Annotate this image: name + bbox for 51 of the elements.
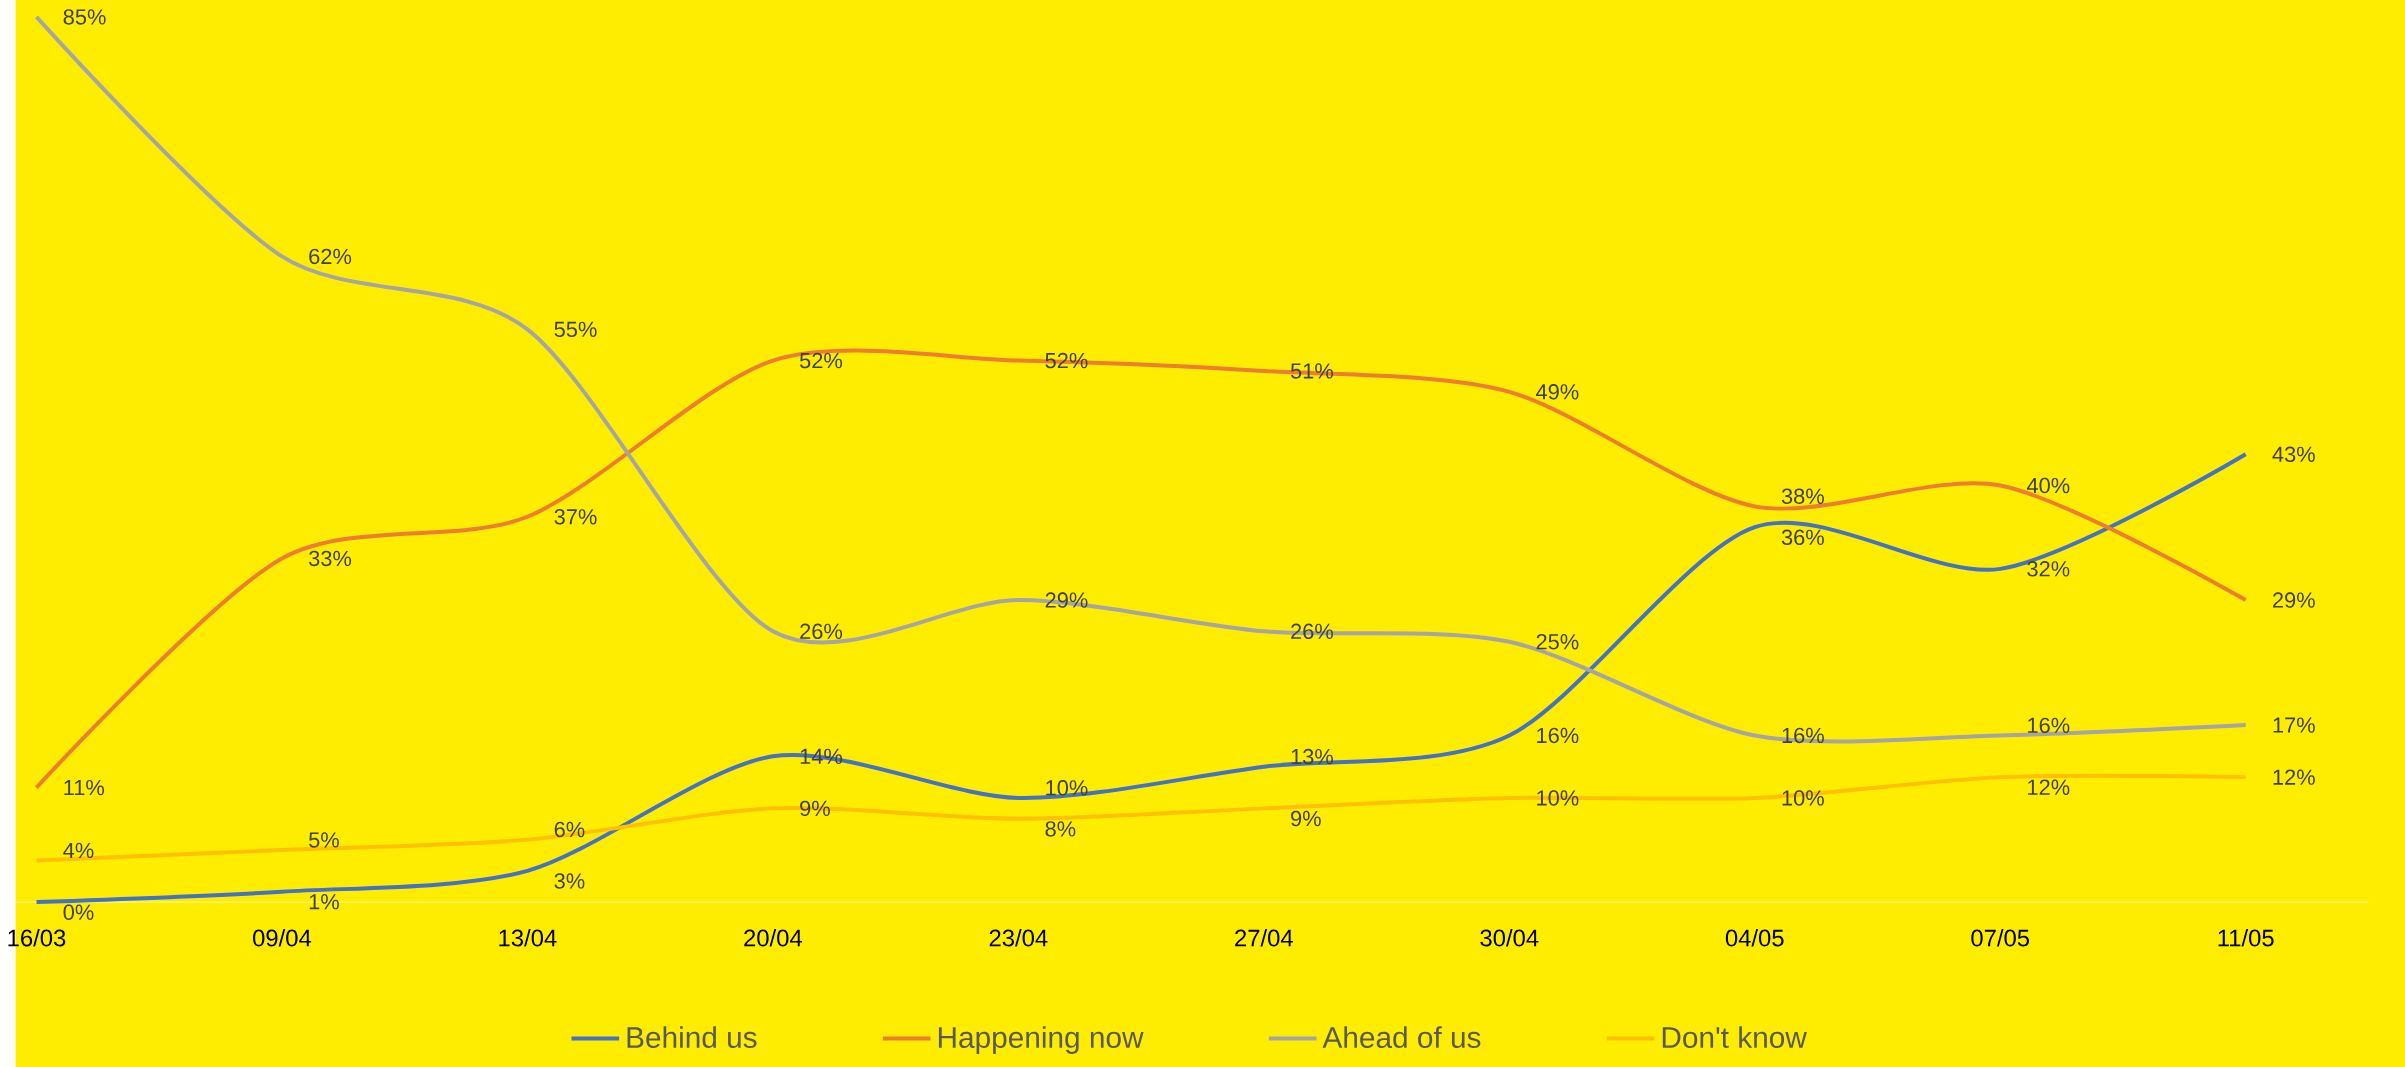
- data-label: 10%: [1046, 780, 1088, 796]
- data-label: 33%: [309, 550, 352, 567]
- data-label: 26%: [1291, 623, 1333, 640]
- x-tick-label: 13/04: [499, 929, 557, 947]
- x-tick-label: 20/04: [744, 929, 802, 947]
- data-label: 16%: [2028, 717, 2070, 734]
- x-tick-label: 27/04: [1235, 929, 1293, 947]
- data-label: 43%: [2272, 446, 2315, 463]
- data-label: 13%: [1291, 748, 1333, 765]
- data-label: 62%: [309, 248, 352, 265]
- data-label: 52%: [1045, 352, 1088, 369]
- data-label: 55%: [554, 321, 597, 338]
- data-label: 12%: [2273, 769, 2315, 785]
- legend-label: Happening now: [938, 1026, 1144, 1054]
- data-label: 10%: [1782, 790, 1824, 806]
- data-label: 40%: [2026, 477, 2070, 494]
- data-label: 51%: [1290, 363, 1333, 379]
- x-tick-label: 04/05: [1725, 929, 1784, 947]
- data-label: 14%: [800, 748, 843, 764]
- x-tick-label: 09/04: [253, 929, 312, 947]
- x-tick-label: 30/04: [1480, 929, 1539, 947]
- x-tick-label: 07/05: [1971, 929, 2030, 947]
- data-label: 25%: [1536, 634, 1579, 650]
- data-label: 37%: [554, 509, 597, 525]
- data-label: 29%: [2273, 592, 2315, 608]
- legend-label: Ahead of us: [1322, 1026, 1481, 1049]
- data-label: 11%: [64, 779, 105, 796]
- data-label: 0%: [63, 904, 94, 920]
- x-tick-label: 23/04: [989, 929, 1048, 947]
- legend-label: Behind us: [627, 1026, 757, 1049]
- data-label: 3%: [554, 873, 585, 889]
- data-label: 49%: [1536, 384, 1579, 400]
- data-label: 5%: [309, 832, 339, 848]
- data-label: 4%: [63, 842, 94, 859]
- data-label: 32%: [2027, 561, 2070, 577]
- x-tick-label: 11/05: [2218, 929, 2274, 947]
- data-label: 12%: [2028, 779, 2070, 795]
- data-label: 52%: [799, 352, 843, 369]
- data-label: 16%: [1537, 727, 1579, 744]
- data-label: 9%: [800, 800, 830, 817]
- data-label: 8%: [1045, 821, 1076, 837]
- data-label: 1%: [309, 894, 339, 910]
- data-label: 85%: [63, 9, 106, 25]
- data-label: 10%: [1537, 790, 1579, 806]
- data-label: 6%: [554, 821, 585, 838]
- data-label: 38%: [1781, 488, 1824, 504]
- data-label: 9%: [1291, 810, 1321, 827]
- data-label: 17%: [2273, 717, 2315, 733]
- data-label: 26%: [800, 623, 843, 640]
- data-label: 36%: [1781, 529, 1824, 546]
- legend-label: Don't know: [1662, 1026, 1807, 1049]
